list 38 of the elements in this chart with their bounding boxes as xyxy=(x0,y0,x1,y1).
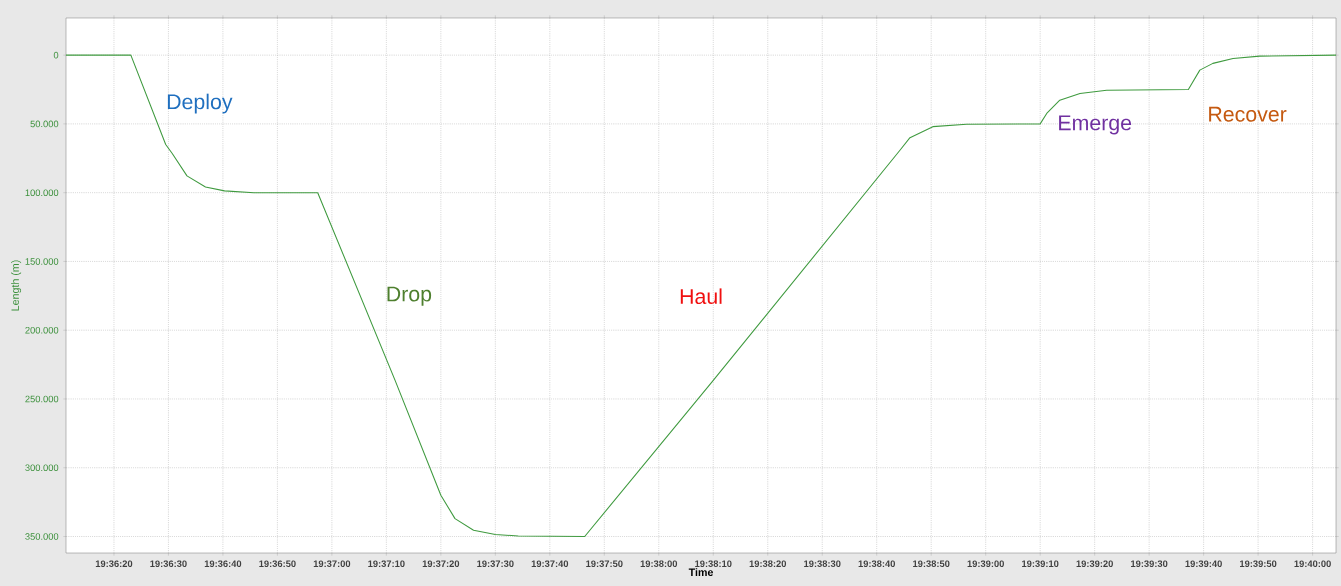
x-tick-label: 19:36:20 xyxy=(95,560,133,568)
y-tick-label: 250.000 xyxy=(25,395,59,403)
annotation: Emerge xyxy=(1059,115,1132,135)
x-tick-label: 19:37:40 xyxy=(531,560,569,568)
x-tick-label: 19:38:00 xyxy=(640,560,678,568)
y-tick-label: 50.000 xyxy=(30,120,59,128)
x-tick-label: 19:38:30 xyxy=(804,560,841,568)
x-axis-title: Time xyxy=(688,568,713,576)
x-tick-label: 19:37:10 xyxy=(368,560,405,568)
annotation: Drop xyxy=(387,286,432,306)
annotation: Haul xyxy=(680,288,722,305)
x-tick-label: 19:39:00 xyxy=(967,560,1004,568)
y-tick-label: 300.000 xyxy=(25,464,59,472)
y-axis-title: Length (m) xyxy=(11,260,22,311)
x-tick-label: 19:39:30 xyxy=(1131,560,1168,568)
y-tick-label: 150.000 xyxy=(25,258,59,265)
y-tick-label: 100.000 xyxy=(25,189,59,196)
y-tick-label: 350.000 xyxy=(25,533,59,540)
x-tick-label: 19:38:40 xyxy=(858,560,895,568)
x-tick-label: 19:36:50 xyxy=(259,560,296,568)
x-tick-label: 19:39:10 xyxy=(1022,560,1059,568)
y-tick-label: 0 xyxy=(53,51,59,59)
x-tick-label: 19:39:40 xyxy=(1185,560,1222,568)
x-tick-label: 19:38:50 xyxy=(913,560,950,568)
x-tick-label: 19:37:00 xyxy=(313,560,351,568)
x-tick-label: 19:36:40 xyxy=(204,560,242,568)
x-tick-label: 19:40:00 xyxy=(1294,560,1331,567)
y-tick-label: 200.000 xyxy=(25,326,59,334)
annotation: Deploy xyxy=(167,93,233,114)
annotation: Recover xyxy=(1209,106,1287,122)
x-tick-label: 19:36:30 xyxy=(150,560,187,568)
x-tick-label: 19:37:20 xyxy=(422,560,460,568)
x-tick-label: 19:39:20 xyxy=(1076,560,1113,568)
x-tick-label: 19:39:50 xyxy=(1240,560,1277,568)
x-tick-label: 19:38:20 xyxy=(749,560,787,568)
x-tick-label: 19:37:30 xyxy=(477,560,514,568)
x-tick-label: 19:37:50 xyxy=(586,560,623,568)
x-tick-label: 19:38:10 xyxy=(695,560,732,568)
